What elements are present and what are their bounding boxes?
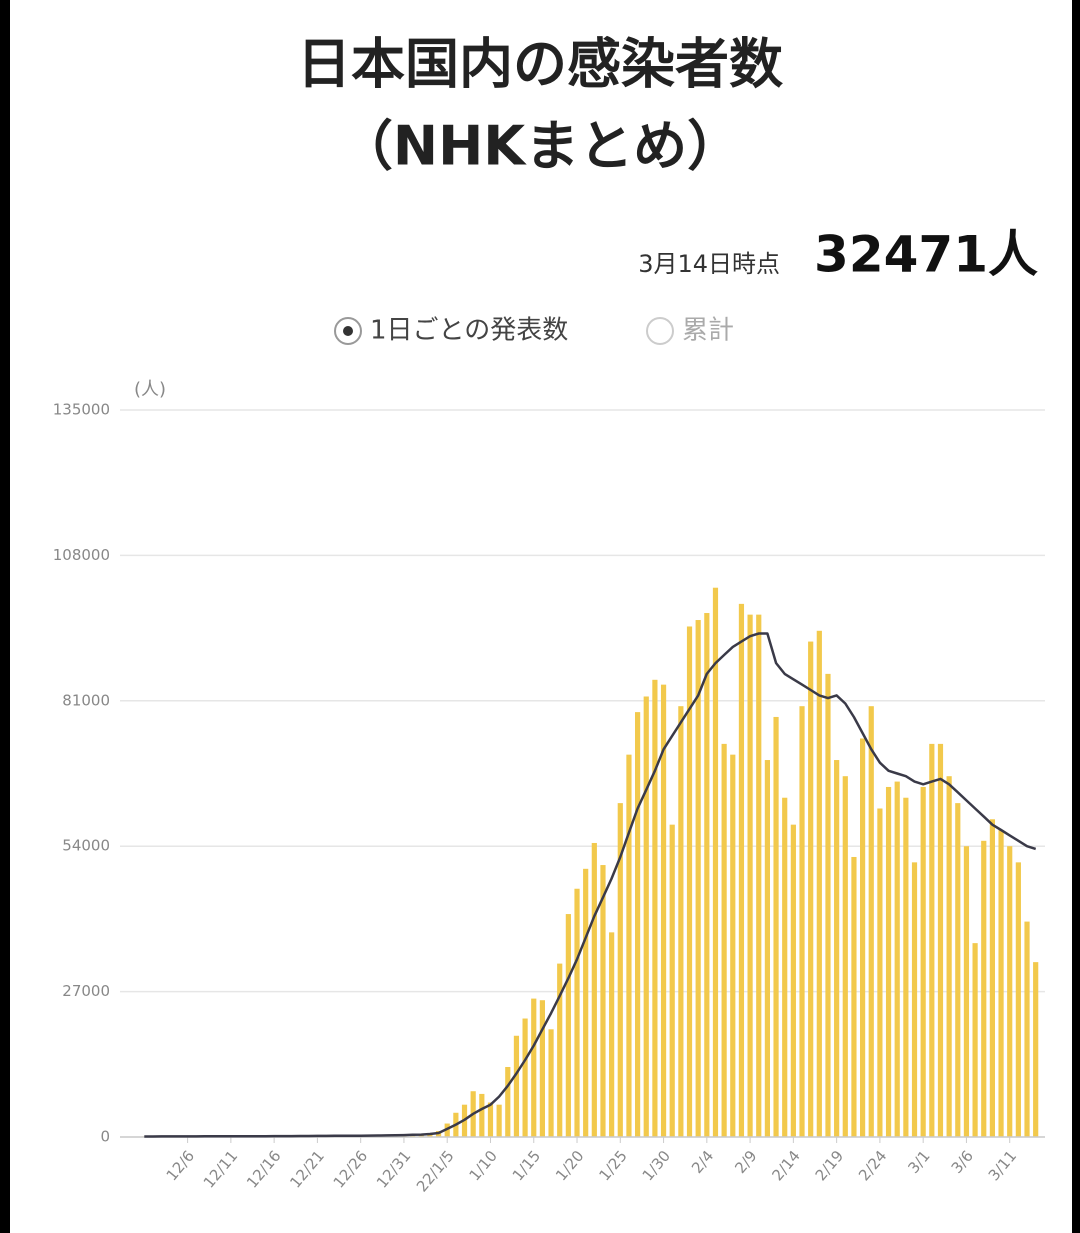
bar [929,743,935,1137]
bar [591,842,597,1137]
chart-title: 日本国内の感染者数 [297,33,783,96]
bar [816,630,822,1137]
bar [522,1018,528,1137]
bar [998,830,1004,1137]
bar [704,613,710,1137]
bar [834,760,840,1137]
bar [825,673,831,1137]
bar [487,1102,494,1137]
bar [505,1066,511,1137]
bar [851,856,857,1137]
bar [513,1035,520,1137]
bar [1007,846,1013,1137]
bar [860,738,866,1137]
bar [626,754,632,1137]
bar [574,888,580,1137]
bar [799,706,805,1137]
as-of: 3月14日時点 [638,250,780,278]
bar [877,808,883,1137]
bar [738,603,745,1137]
bar [773,716,779,1137]
bar [479,1093,485,1137]
bar [981,840,987,1137]
bar [903,797,909,1137]
bar [790,824,796,1137]
bar [1015,862,1021,1137]
y-tick-label: 0 [100,1128,110,1146]
y-tick-label: 27000 [62,982,110,1000]
bar [868,706,874,1137]
radio-selected[interactable] [334,317,362,345]
bar [764,760,770,1137]
radio-dot [343,326,353,336]
total: 32471人 [814,226,1038,284]
bar [911,862,918,1137]
bar [808,641,814,1137]
y-tick-label: 135000 [53,401,110,419]
bar [557,963,563,1137]
legend-option[interactable]: 累計 [682,316,734,346]
y-tick-label: 54000 [62,837,110,855]
bar [635,712,641,1137]
bar [782,797,788,1137]
bar [963,846,970,1137]
radio[interactable] [646,317,674,345]
y-tick-label: 81000 [62,691,110,709]
bar [660,684,667,1137]
bar [617,803,623,1137]
bar [721,743,727,1137]
bar [643,696,649,1137]
bar [609,932,615,1137]
bar [747,614,753,1137]
y-tick-label: 108000 [53,546,110,564]
bar [920,786,926,1137]
bar [756,614,762,1137]
legend-option[interactable]: 1日ごとの発表数 [370,316,568,346]
bar [678,706,684,1137]
bar [712,587,719,1137]
bar [496,1104,502,1137]
bar [989,819,995,1137]
bar [583,868,589,1137]
bar [885,786,892,1137]
bar [531,998,537,1137]
bar [565,914,571,1137]
bar [972,943,978,1137]
bar [539,1000,545,1137]
bar [842,776,848,1137]
bar [669,824,675,1137]
bar [427,1133,433,1137]
bar [1024,921,1030,1137]
trend-line [144,632,1037,1138]
bar [730,754,736,1137]
bar [695,620,701,1137]
bar [955,803,961,1137]
bar [686,626,693,1137]
bar [652,679,658,1137]
chart-subtitle: （NHKまとめ） [339,115,741,178]
bar [548,1029,554,1137]
y-unit: (人) [134,379,166,400]
bar [1033,962,1039,1137]
bar [600,865,606,1137]
bar [894,781,900,1137]
bar [946,776,952,1137]
bar [937,743,944,1137]
